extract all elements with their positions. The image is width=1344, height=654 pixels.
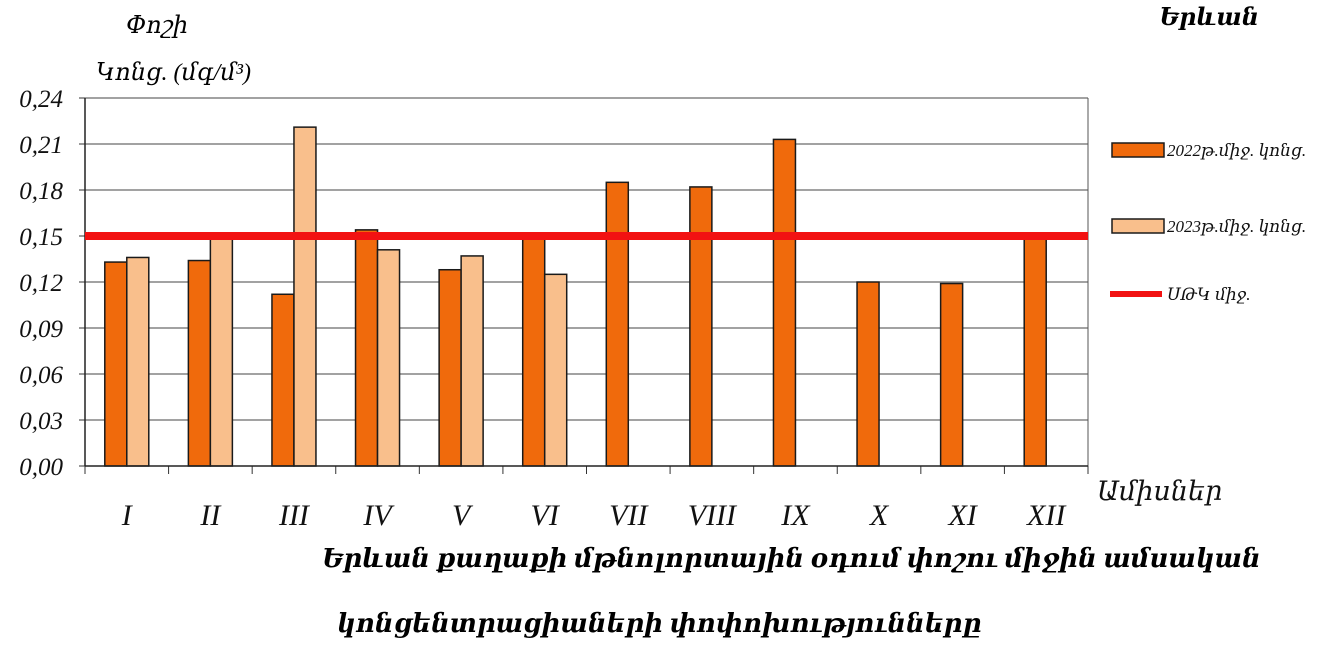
axes: 0,000,030,060,090,120,150,180,210,24I II I… (19, 86, 1222, 532)
bar-series2-VI (543, 273, 568, 467)
x-tick-label: III (278, 499, 311, 532)
bar-series1-II (187, 259, 212, 467)
x-tick-label: V (452, 499, 474, 532)
x-tick-label: IV (362, 499, 395, 532)
bar-series1-VI (521, 235, 546, 467)
x-tick-label: XII (1026, 499, 1067, 532)
x-tick-label: XI (947, 499, 978, 532)
y-tick-label: 0,15 (19, 224, 63, 251)
x-tick-label: IX (780, 499, 811, 532)
bar-series1-III (271, 293, 295, 467)
gridlines (85, 97, 1089, 466)
chart-title-line1: Երևան քաղաքի մթնոլորտային օդում փոշու մի… (322, 544, 1261, 573)
bar-series2-I (126, 256, 150, 467)
chart-title-line2: կոնցենտրացիաների փոփոխությունները (337, 609, 982, 638)
x-tick-label: I (121, 499, 134, 532)
bar-series1-IX (772, 138, 797, 467)
x-tick-label: VII (609, 499, 649, 532)
y-axis-label-line2: Կոնց. (մգ/մ³) (96, 60, 251, 86)
bar-series2-III (293, 126, 317, 467)
bar-series1-I (104, 261, 128, 467)
x-tick-label: VIII (688, 499, 738, 532)
bar-series2-II (209, 235, 234, 467)
bar-series1-XII (1023, 235, 1047, 467)
y-tick-label: 0,18 (19, 178, 63, 205)
legend-label-series2: 2023թ.միջ. կոնց. (1167, 217, 1306, 236)
x-axis-label: Ամիսներ (1097, 476, 1222, 506)
y-tick-label: 0,24 (19, 86, 63, 113)
bars (104, 126, 1047, 467)
bar-series2-V (460, 255, 484, 467)
bar-series1-VII (605, 181, 630, 467)
x-tick-label: X (869, 499, 890, 532)
y-tick-label: 0,03 (19, 408, 63, 435)
legend-label-reference: ՍԹԿ միջ. (1167, 285, 1250, 304)
x-tick-label: VI (531, 499, 561, 532)
y-tick-label: 0,09 (19, 316, 63, 343)
city-label: Երևան (1159, 5, 1259, 31)
bar-series2-IV (376, 249, 401, 467)
y-tick-label: 0,00 (19, 454, 63, 481)
bar-series1-IV (354, 229, 379, 467)
y-tick-label: 0,12 (19, 270, 63, 297)
legend-swatch-series2 (1111, 218, 1165, 234)
legend-label-series1: 2022թ.միջ. կոնց. (1167, 141, 1306, 160)
y-axis-label-line1: Փոշի (126, 13, 189, 39)
y-tick-label: 0,06 (19, 362, 63, 389)
legend-swatch-series1 (1111, 142, 1165, 158)
bar-series1-VIII (689, 186, 713, 467)
x-tick-label: II (199, 499, 222, 532)
bar-series1-XI (939, 282, 964, 467)
y-tick-label: 0,21 (19, 132, 63, 159)
bar-series1-V (438, 268, 462, 467)
legend: 2022թ.միջ. կոնց. 2023թ.միջ. կոնց. ՍԹԿ միջ. (1110, 141, 1306, 304)
bar-series1-X (856, 281, 880, 467)
